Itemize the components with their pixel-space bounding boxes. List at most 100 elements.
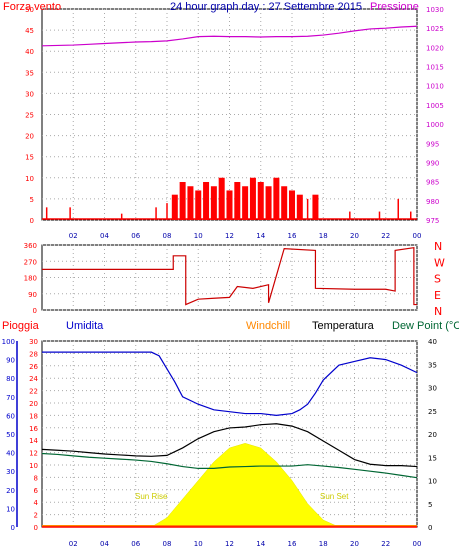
x-tick-label: 22 [381, 540, 390, 548]
dewpoint-line [41, 452, 418, 479]
pressure-tick-label: 1030 [426, 6, 444, 14]
x-tick-label: 08 [163, 232, 172, 240]
humidity-legend: Umidita [66, 320, 104, 332]
x-tick-label: 16 [288, 540, 297, 548]
x-tick-label: 14 [256, 232, 265, 240]
wind-axis-title: Forza vento [3, 1, 62, 13]
compass-label: W [434, 256, 445, 269]
x-tick-label: 04 [100, 232, 109, 240]
pressure-tick-label: 990 [426, 159, 439, 167]
pressure-tick-label: 1020 [426, 44, 444, 52]
windchill-legend: Windchill [246, 320, 291, 332]
x-tick-label: 08 [163, 540, 172, 548]
x-tick-label: 20 [350, 232, 359, 240]
rain-tick-label: 0 [34, 524, 38, 532]
rain-tick-label: 12 [29, 450, 38, 458]
rain-tick-label: 8 [34, 474, 38, 482]
wind-tick-label: 10 [25, 175, 34, 183]
dewpoint-legend: Dew Point (°C [392, 320, 459, 332]
x-tick-label: 00 [413, 232, 422, 240]
wind-tick-label: 20 [25, 133, 34, 141]
x-tick-label: 16 [288, 232, 297, 240]
pressure-tick-label: 1005 [426, 102, 444, 110]
direction-tick-label: 270 [24, 258, 37, 266]
x-tick-label: 20 [350, 540, 359, 548]
humidity-line [42, 351, 418, 417]
direction-tick-label: 180 [24, 275, 37, 283]
temp-tick-label: 15 [428, 454, 437, 462]
humidity-tick-label: 40 [6, 450, 15, 458]
direction-tick-label: 90 [28, 291, 37, 299]
pressure-tick-label: 1015 [426, 64, 444, 72]
rain-tick-label: 22 [29, 388, 38, 396]
pressure-tick-label: 1025 [426, 25, 444, 33]
compass-label: N [434, 240, 442, 253]
pressure-axis-title: Pressione [370, 1, 419, 13]
temp-tick-label: 30 [428, 385, 437, 393]
wind-tick-label: 5 [30, 196, 34, 204]
temp-tick-label: 20 [428, 431, 437, 439]
wind-tick-label: 15 [25, 154, 34, 162]
rain-tick-label: 18 [29, 412, 38, 420]
humidity-tick-label: 20 [6, 487, 15, 495]
rain-tick-label: 28 [29, 350, 38, 358]
humidity-tick-label: 30 [6, 468, 15, 476]
sunrise-label: Sun Rise [135, 492, 168, 501]
x-tick-label: 02 [69, 540, 78, 548]
x-tick-label: 12 [225, 232, 234, 240]
humidity-tick-label: 50 [6, 431, 15, 439]
temp-tick-label: 0 [428, 524, 432, 532]
rain-tick-label: 14 [29, 437, 38, 445]
wind-tick-label: 45 [25, 27, 34, 35]
temperature-line [41, 423, 418, 468]
rain-tick-label: 16 [29, 425, 38, 433]
chart-title: 24 hour graph day : 27 Settembre 2015 [170, 1, 363, 13]
pressure-tick-label: 985 [426, 179, 439, 187]
x-tick-label: 18 [319, 232, 328, 240]
x-tick-label: 02 [69, 232, 78, 240]
x-tick-label: 22 [381, 232, 390, 240]
x-tick-label: 10 [194, 232, 203, 240]
x-tick-label: 10 [194, 540, 203, 548]
pressure-tick-label: 1000 [426, 121, 444, 129]
wind-tick-label: 25 [25, 112, 34, 120]
x-tick-label: 04 [100, 540, 109, 548]
temp-tick-label: 25 [428, 408, 437, 416]
wind-tick-label: 0 [30, 217, 34, 225]
temp-tick-label: 10 [428, 478, 437, 486]
rain-tick-label: 24 [29, 375, 38, 383]
x-tick-label: 14 [256, 540, 265, 548]
humidity-tick-label: 80 [6, 375, 15, 383]
x-tick-label: 00 [413, 540, 422, 548]
pressure-tick-label: 1010 [426, 83, 444, 91]
x-tick-label: 18 [319, 540, 328, 548]
rain-tick-label: 26 [29, 363, 38, 371]
temp-tick-label: 40 [428, 338, 437, 346]
solar-area [150, 443, 339, 528]
x-tick-label: 06 [131, 540, 140, 548]
rain-tick-label: 20 [29, 400, 38, 408]
compass-label: S [434, 273, 441, 286]
rain-tick-label: 6 [34, 487, 39, 495]
pressure-tick-label: 995 [426, 140, 439, 148]
rain-tick-label: 2 [34, 512, 38, 520]
humidity-tick-label: 90 [6, 357, 15, 365]
compass-label: N [434, 305, 442, 318]
compass-label: E [434, 289, 441, 302]
humidity-tick-label: 10 [6, 505, 15, 513]
wind-direction-line [42, 247, 417, 306]
temp-tick-label: 35 [428, 361, 437, 369]
humidity-tick-label: 100 [2, 338, 15, 346]
pressure-tick-label: 980 [426, 198, 439, 206]
rain-tick-label: 30 [29, 338, 38, 346]
humidity-tick-label: 0 [11, 524, 15, 532]
direction-tick-label: 0 [33, 307, 37, 315]
rain-tick-label: 10 [29, 462, 38, 470]
wind-tick-label: 35 [25, 69, 34, 77]
x-tick-label: 12 [225, 540, 234, 548]
direction-tick-label: 360 [24, 242, 37, 250]
humidity-tick-label: 70 [6, 394, 15, 402]
humidity-tick-label: 60 [6, 412, 15, 420]
pressure-line [41, 25, 418, 47]
